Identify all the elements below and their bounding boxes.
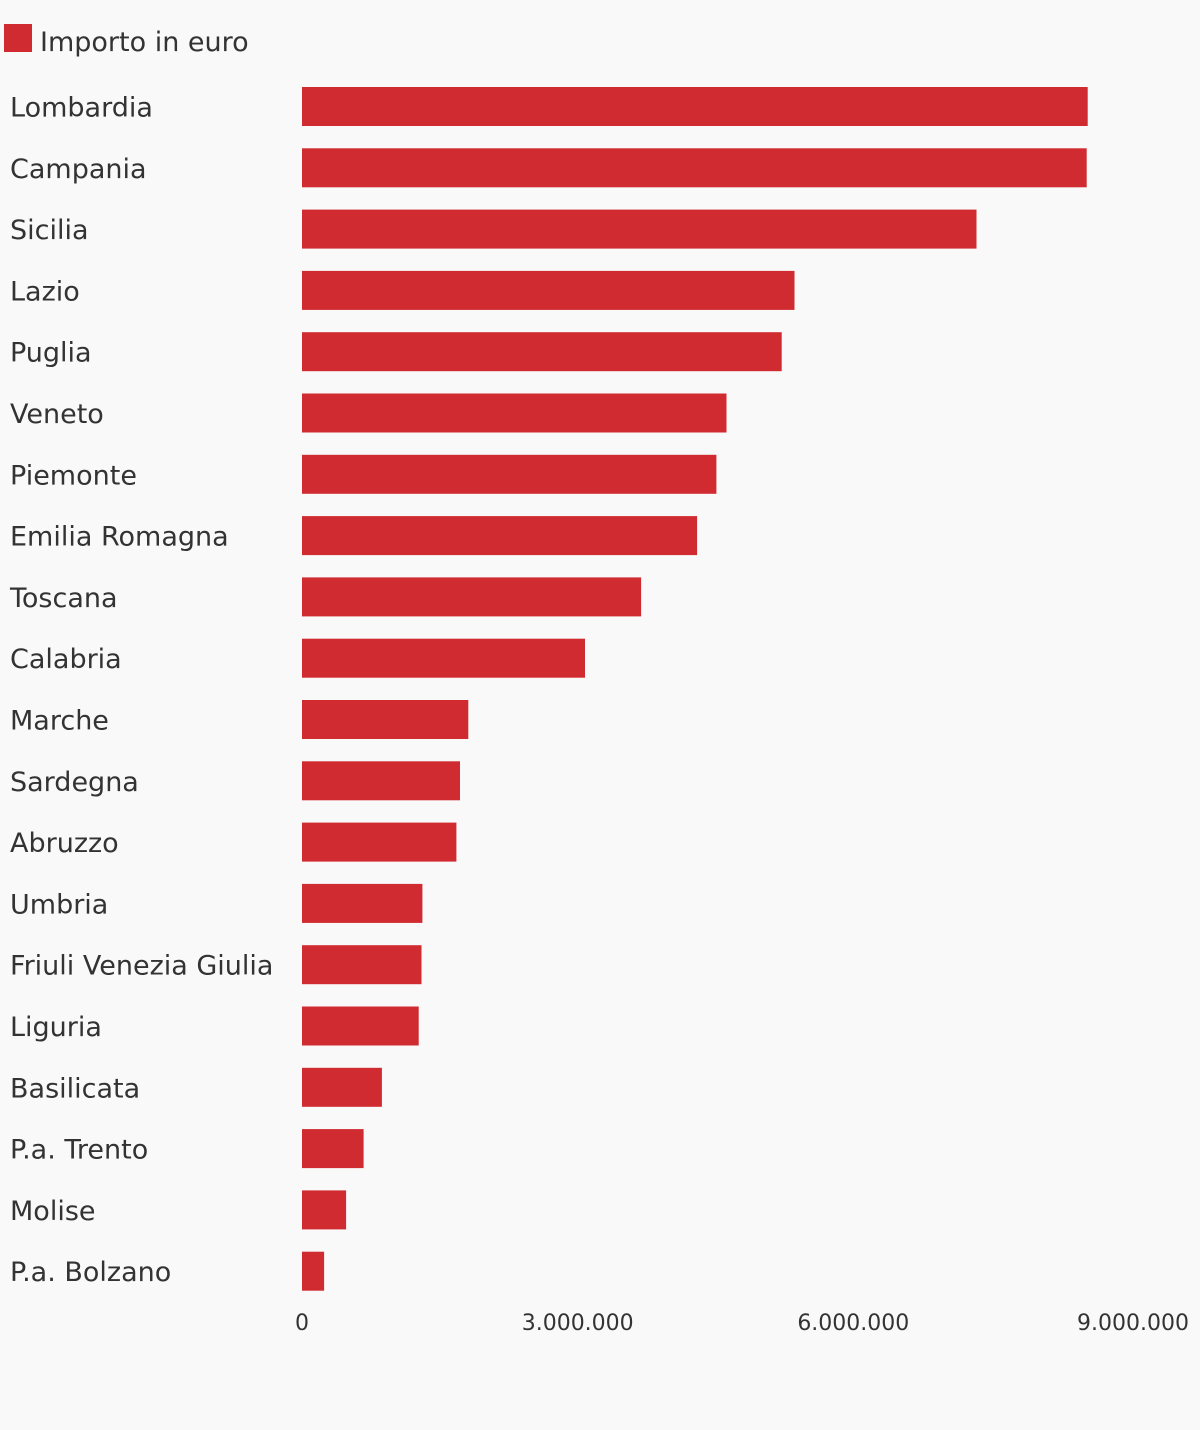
category-label-toscana: Toscana — [9, 583, 118, 614]
bar-sicilia — [302, 209, 977, 249]
bar-veneto — [302, 393, 727, 433]
x-tick-label: 3.000.000 — [522, 1311, 634, 1336]
category-label-sardegna: Sardegna — [10, 767, 139, 798]
bar-emilia-romagna — [302, 516, 698, 556]
category-label-campania: Campania — [10, 154, 147, 185]
category-label-abruzzo: Abruzzo — [10, 828, 119, 859]
bar-friuli-venezia-giulia — [302, 945, 422, 985]
bar-campania — [302, 148, 1087, 188]
bars-group — [302, 87, 1088, 1291]
category-label-friuli-venezia-giulia: Friuli Venezia Giulia — [10, 951, 273, 982]
bar-umbria — [302, 883, 423, 923]
category-label-sicilia: Sicilia — [10, 215, 89, 246]
bar-calabria — [302, 638, 585, 678]
legend-swatch — [4, 24, 32, 52]
x-axis-tick-labels: 0 3.000.000 6.000.000 9.000.000 — [295, 1311, 1189, 1336]
bar-p-a-bolzano — [302, 1251, 325, 1291]
category-label-veneto: Veneto — [10, 399, 104, 430]
bar-puglia — [302, 332, 782, 372]
category-label-puglia: Puglia — [10, 338, 92, 369]
bar-p-a-trento — [302, 1129, 364, 1169]
x-tick-label: 0 — [295, 1311, 309, 1336]
category-label-piemonte: Piemonte — [10, 460, 137, 491]
legend: Importo in euro — [4, 24, 249, 58]
bar-sardegna — [302, 761, 460, 801]
x-tick-label: 9.000.000 — [1077, 1311, 1189, 1336]
bar-lazio — [302, 270, 795, 310]
category-label-basilicata: Basilicata — [10, 1073, 140, 1104]
category-label-emilia-romagna: Emilia Romagna — [10, 522, 229, 553]
category-label-molise: Molise — [10, 1196, 96, 1227]
category-label-p-a-trento: P.a. Trento — [10, 1135, 148, 1166]
bar-liguria — [302, 1006, 419, 1046]
category-label-umbria: Umbria — [10, 889, 108, 920]
bar-basilicata — [302, 1067, 382, 1107]
legend-label: Importo in euro — [40, 27, 249, 58]
category-label-marche: Marche — [10, 706, 109, 737]
x-tick-label: 6.000.000 — [797, 1311, 909, 1336]
bar-toscana — [302, 577, 642, 617]
bar-abruzzo — [302, 822, 457, 862]
category-labels: Lombardia Campania Sicilia Lazio Puglia Venet… — [9, 93, 273, 1289]
bar-piemonte — [302, 454, 717, 494]
category-label-lazio: Lazio — [10, 276, 80, 307]
category-label-lombardia: Lombardia — [10, 93, 153, 124]
category-label-liguria: Liguria — [10, 1012, 102, 1043]
bar-molise — [302, 1190, 347, 1230]
category-label-p-a-bolzano: P.a. Bolzano — [10, 1257, 171, 1288]
bar-lombardia — [302, 87, 1088, 126]
category-label-calabria: Calabria — [10, 644, 122, 675]
bar-marche — [302, 700, 469, 739]
